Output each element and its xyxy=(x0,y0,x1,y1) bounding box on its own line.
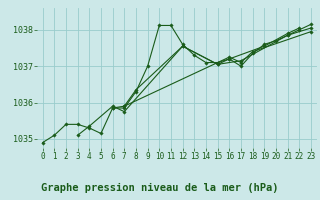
Text: Graphe pression niveau de la mer (hPa): Graphe pression niveau de la mer (hPa) xyxy=(41,183,279,193)
